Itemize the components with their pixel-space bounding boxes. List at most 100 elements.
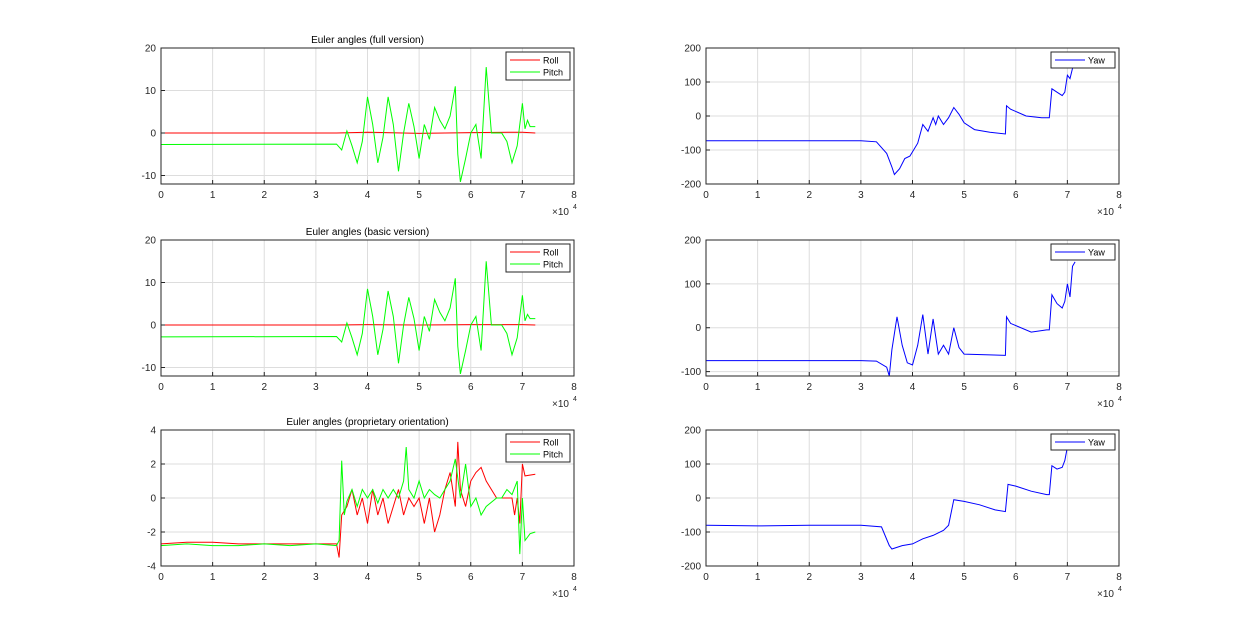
y-tick-label: 20 — [145, 44, 157, 55]
x-tick-label: 3 — [313, 572, 319, 583]
series-line-pitch — [161, 446, 536, 555]
series-line-pitch — [161, 261, 536, 375]
legend-label-roll: Roll — [543, 438, 559, 448]
y-tick-label: -10 — [142, 171, 157, 182]
x-exponent-label: ×10 — [552, 589, 569, 600]
y-tick-label: 0 — [150, 494, 156, 505]
y-tick-label: 0 — [150, 321, 156, 332]
x-tick-label: 5 — [416, 572, 422, 583]
y-tick-label: 20 — [145, 236, 157, 247]
x-tick-label: 6 — [1013, 572, 1019, 583]
x-tick-label: 4 — [365, 572, 371, 583]
chart-title: Euler angles (proprietary orientation) — [286, 417, 448, 428]
x-tick-label: 7 — [520, 190, 526, 201]
chart-6: 0 1 2 3 4 5 6 7 8×10 4 -200 -100 0 100 200 Yaw — [681, 426, 1122, 601]
y-tick-label: -10 — [142, 363, 157, 374]
series-line-yaw — [706, 446, 1076, 550]
x-tick-label: 3 — [858, 190, 864, 201]
legend-label-pitch: Pitch — [543, 450, 563, 460]
x-tick-label: 7 — [520, 572, 526, 583]
x-tick-label: 3 — [313, 382, 319, 393]
x-exponent-power: 4 — [1118, 586, 1122, 593]
x-tick-label: 6 — [1013, 190, 1019, 201]
x-exponent-label: ×10 — [1097, 589, 1114, 600]
x-tick-label: 8 — [1116, 190, 1122, 201]
x-exponent-power: 4 — [573, 396, 577, 403]
legend-label-yaw: Yaw — [1088, 438, 1105, 448]
x-tick-label: 1 — [210, 572, 216, 583]
series-line-pitch — [161, 67, 536, 183]
x-exponent-power: 4 — [573, 204, 577, 211]
x-tick-label: 4 — [910, 190, 916, 201]
legend-label-pitch: Pitch — [543, 68, 563, 78]
x-exponent-label: ×10 — [1097, 399, 1114, 410]
legend-label-pitch: Pitch — [543, 260, 563, 270]
y-tick-label: -200 — [681, 562, 701, 573]
x-tick-label: 5 — [416, 382, 422, 393]
x-tick-label: 5 — [416, 190, 422, 201]
legend: Yaw — [1050, 243, 1116, 261]
x-exponent-power: 4 — [1118, 204, 1122, 211]
y-tick-label: 4 — [150, 426, 156, 437]
x-tick-label: 1 — [210, 382, 216, 393]
y-tick-label: -200 — [681, 180, 701, 191]
x-tick-label: 1 — [755, 382, 761, 393]
y-tick-label: 0 — [695, 323, 701, 334]
x-tick-label: 8 — [1116, 572, 1122, 583]
legend-label-yaw: Yaw — [1088, 56, 1105, 66]
y-tick-label: -2 — [147, 528, 156, 539]
x-exponent-label: ×10 — [552, 207, 569, 218]
y-tick-label: 100 — [684, 78, 701, 89]
x-tick-label: 8 — [571, 382, 577, 393]
x-tick-label: 6 — [468, 190, 474, 201]
x-tick-label: 6 — [1013, 382, 1019, 393]
series-line-yaw — [706, 261, 1076, 376]
x-tick-label: 0 — [158, 382, 164, 393]
x-tick-label: 3 — [313, 190, 319, 201]
x-tick-label: 1 — [210, 190, 216, 201]
x-tick-label: 3 — [858, 382, 864, 393]
x-exponent-power: 4 — [573, 586, 577, 593]
chart-title: Euler angles (basic version) — [306, 227, 429, 238]
legend: Yaw — [1050, 433, 1116, 451]
legend-label-roll: Roll — [543, 56, 559, 66]
x-tick-label: 0 — [158, 572, 164, 583]
x-tick-label: 8 — [571, 190, 577, 201]
legend-box — [505, 243, 571, 273]
y-tick-label: -4 — [147, 562, 156, 573]
x-tick-label: 4 — [910, 382, 916, 393]
x-tick-label: 2 — [806, 190, 812, 201]
y-tick-label: 200 — [684, 236, 701, 247]
y-tick-label: 10 — [145, 86, 157, 97]
x-exponent-label: ×10 — [552, 399, 569, 410]
x-tick-label: 7 — [1065, 190, 1071, 201]
x-tick-label: 0 — [703, 190, 709, 201]
x-tick-label: 2 — [261, 382, 267, 393]
x-exponent-power: 4 — [1118, 396, 1122, 403]
chart-title: Euler angles (full version) — [311, 35, 424, 46]
x-tick-label: 2 — [806, 572, 812, 583]
legend-box — [505, 51, 571, 81]
legend: Roll Pitch — [505, 51, 571, 81]
y-tick-label: -100 — [681, 367, 701, 378]
legend-label-yaw: Yaw — [1088, 248, 1105, 258]
x-tick-label: 6 — [468, 572, 474, 583]
legend-box — [505, 433, 571, 463]
series-line-roll — [161, 441, 536, 558]
legend-label-roll: Roll — [543, 248, 559, 258]
y-tick-label: 200 — [684, 426, 701, 437]
x-tick-label: 0 — [158, 190, 164, 201]
x-tick-label: 2 — [261, 572, 267, 583]
x-tick-label: 5 — [961, 382, 967, 393]
x-tick-label: 5 — [961, 572, 967, 583]
legend: Yaw — [1050, 51, 1116, 69]
y-tick-label: -100 — [681, 528, 701, 539]
x-tick-label: 4 — [365, 190, 371, 201]
x-tick-label: 5 — [961, 190, 967, 201]
y-tick-label: 2 — [150, 460, 156, 471]
y-tick-label: 0 — [150, 129, 156, 140]
